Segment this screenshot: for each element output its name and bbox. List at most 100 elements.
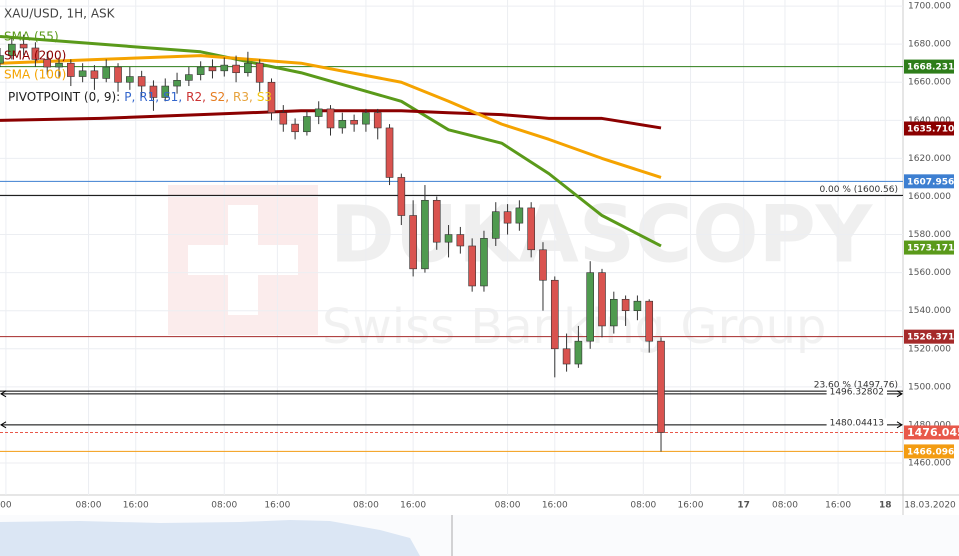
level-box — [904, 425, 959, 440]
x-tick-label: 16:00 — [400, 501, 426, 511]
candle-body — [55, 62, 63, 68]
candle-body — [515, 207, 524, 224]
sma-line — [0, 54, 662, 179]
level-box — [904, 59, 954, 74]
level-label: 1607.956 — [907, 177, 954, 187]
x-tick-label: 16:00 — [678, 501, 704, 511]
candle-body — [421, 199, 429, 270]
x-tick-label: 08:00 — [630, 501, 656, 511]
pivot-item: S1, — [163, 90, 182, 104]
x-tick-label: 08:00 — [76, 501, 102, 511]
candle-body — [267, 81, 276, 114]
watermark-brand: DUKASCOPY — [330, 190, 874, 280]
candle-body — [610, 298, 618, 327]
level-label: 1476.045 — [907, 426, 959, 439]
candle-body — [314, 108, 323, 117]
candle-body — [173, 80, 181, 87]
candle-body — [149, 85, 158, 98]
x-tick-label: 08:00 — [211, 501, 237, 511]
y-tick-label: 1620.000 — [908, 154, 951, 164]
candle-body — [303, 116, 311, 133]
candle-body — [456, 234, 465, 247]
candle-body — [43, 59, 52, 68]
date-label: 18.03.2020 — [904, 501, 956, 511]
candle-body — [19, 43, 28, 49]
x-tick-label: 16:00 — [264, 501, 290, 511]
pivot-item: R3, — [233, 90, 253, 104]
level-box — [904, 174, 954, 189]
chart-title: XAU/USD, 1H, ASK — [4, 7, 116, 21]
pivot-item: R1, — [139, 90, 159, 104]
candle-body — [598, 272, 606, 327]
y-tick-label: 1560.000 — [908, 268, 951, 278]
x-tick-label: 16:00 — [542, 501, 568, 511]
candle-body — [645, 300, 654, 342]
candle-body — [444, 234, 453, 243]
candle-body — [326, 108, 335, 129]
y-tick-label: 1520.000 — [908, 344, 951, 354]
candle-body — [291, 123, 299, 133]
candle-body — [385, 127, 394, 178]
level-box — [904, 240, 954, 255]
candle-body — [338, 120, 347, 129]
candle-body — [621, 298, 630, 312]
y-tick-label: 1700.000 — [908, 2, 951, 12]
candle-body — [657, 340, 665, 433]
arrow-head — [0, 421, 903, 429]
arrow-label-bg — [826, 387, 887, 398]
y-tick-label: 1460.000 — [908, 459, 951, 469]
x-tick-label: 16:00 — [825, 501, 851, 511]
candle-body — [90, 70, 99, 79]
level-label: 1526.371 — [907, 333, 954, 343]
arrow-label-bg — [826, 418, 887, 429]
sma-line — [0, 109, 662, 130]
y-tick-label: 1660.000 — [908, 78, 951, 88]
candle-body — [78, 70, 87, 77]
arrow-label: 1496.32802 — [830, 387, 884, 397]
pivot-legend: PIVOTPOINT (0, 9): P, R1, S1, R2, S2, R3, S3 — [8, 90, 272, 104]
x-tick-label: 08:00 — [772, 501, 798, 511]
level-box — [904, 329, 954, 344]
arrow-label: 1480.04413 — [830, 418, 884, 428]
level-box — [904, 121, 954, 136]
candle-body — [586, 272, 594, 342]
candle-body — [137, 76, 146, 87]
candle-body — [255, 62, 264, 83]
candle-body — [362, 112, 370, 125]
pivot-item: S3 — [257, 90, 272, 104]
candle-body — [480, 238, 488, 287]
candle-body — [373, 112, 382, 129]
candle-body — [185, 74, 193, 81]
candle-body — [574, 340, 583, 365]
candle-body — [220, 64, 229, 72]
level-label: 1466.096 — [907, 447, 954, 457]
candle-body — [432, 199, 441, 243]
level-box — [904, 444, 954, 459]
candle-body — [126, 76, 134, 83]
pivot-item: PIVOTPOINT (0, 9): — [8, 90, 120, 104]
y-tick-label: 1480.000 — [908, 420, 951, 430]
legend-entry: SMA (100) — [4, 68, 66, 82]
fib-label: 0.00 % (1600.56) — [819, 185, 898, 195]
level-label: 1668.231 — [907, 63, 954, 73]
sma-line — [0, 35, 662, 248]
candle-body — [208, 66, 217, 72]
candle-body — [397, 177, 406, 216]
candle-body — [232, 64, 240, 74]
x-tick-label: 08:00 — [495, 501, 521, 511]
candle-body — [527, 207, 535, 251]
candle-body — [562, 348, 571, 365]
watermark-tagline: Swiss Banking Group — [322, 299, 827, 355]
candle-body — [503, 211, 512, 224]
candle-body — [409, 215, 417, 270]
y-tick-label: 1540.000 — [908, 306, 951, 316]
candle-body — [0, 55, 4, 64]
legend-entry: SMA (55) — [4, 30, 59, 44]
level-label: 1573.171 — [907, 244, 954, 254]
x-tick-label: 16:00 — [123, 501, 149, 511]
candle-body — [350, 120, 358, 125]
candle-body — [279, 112, 288, 125]
candle-body — [244, 62, 252, 74]
